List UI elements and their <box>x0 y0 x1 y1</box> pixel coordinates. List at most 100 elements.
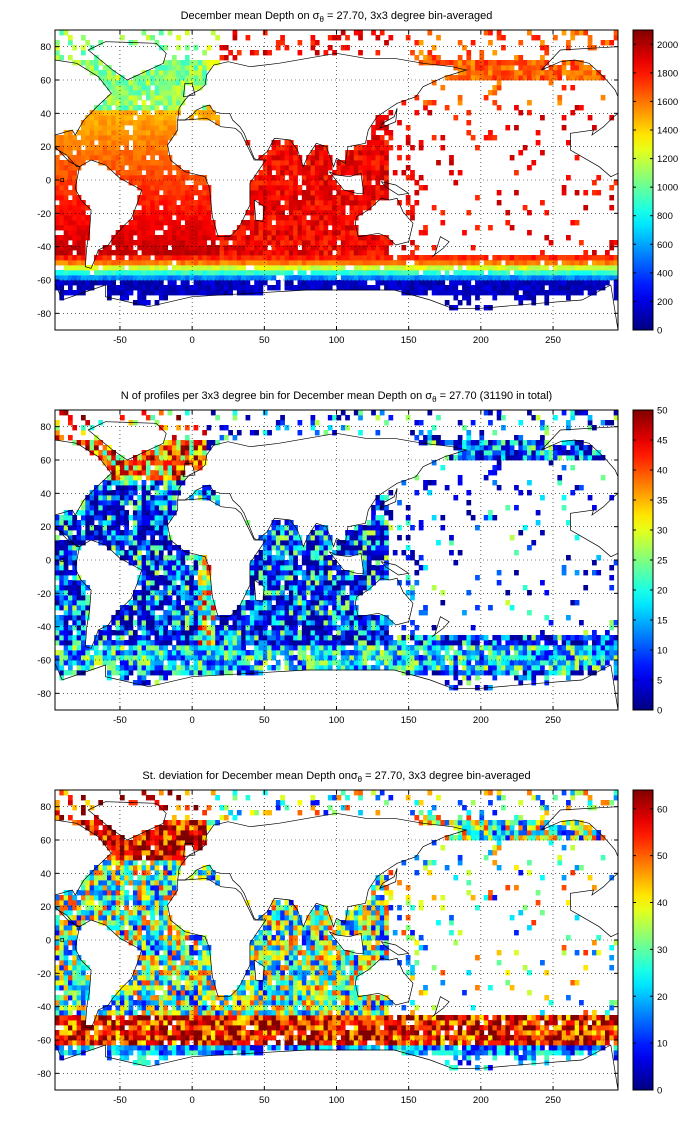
data-bin <box>76 605 82 611</box>
data-bin <box>158 160 164 166</box>
data-bin <box>154 245 160 251</box>
data-bin <box>371 260 376 266</box>
data-bin <box>319 640 324 646</box>
data-bin <box>154 100 160 106</box>
data-bin <box>167 200 173 206</box>
data-bin <box>323 245 329 251</box>
data-bin <box>167 475 173 481</box>
data-bin <box>154 620 160 626</box>
data-bin <box>444 300 450 306</box>
data-bin <box>171 600 177 606</box>
data-bin <box>150 535 156 541</box>
data-bin <box>137 500 143 506</box>
data-bin <box>288 180 294 186</box>
data-bin <box>310 40 316 46</box>
data-bin <box>297 615 303 621</box>
data-bin <box>414 275 420 281</box>
data-bin <box>249 670 255 676</box>
data-bin <box>154 495 160 501</box>
data-bin <box>323 530 329 536</box>
data-bin <box>132 135 138 141</box>
data-bin <box>197 655 203 661</box>
data-bin <box>293 185 298 191</box>
data-bin <box>427 55 433 61</box>
data-bin <box>55 665 60 671</box>
data-bin <box>163 445 168 451</box>
data-bin <box>163 585 168 591</box>
data-bin <box>180 475 186 481</box>
data-bin <box>176 565 181 571</box>
data-bin <box>171 495 177 501</box>
data-bin <box>63 160 69 166</box>
data-bin <box>340 600 346 606</box>
data-bin <box>128 255 134 261</box>
data-bin <box>197 630 203 636</box>
data-bin <box>254 245 259 251</box>
data-bin <box>141 80 147 86</box>
data-bin <box>145 580 151 586</box>
data-bin <box>93 510 99 516</box>
data-bin <box>518 150 524 156</box>
data-bin <box>141 525 147 531</box>
data-bin <box>184 45 190 51</box>
data-bin <box>124 490 130 496</box>
data-bin <box>522 145 528 151</box>
data-bin <box>158 665 164 671</box>
data-bin <box>245 655 251 661</box>
data-bin <box>323 630 329 636</box>
data-bin <box>171 500 177 506</box>
data-bin <box>59 530 65 536</box>
data-bin <box>475 225 480 231</box>
y-tick-label: 20 <box>40 142 51 153</box>
chart-title: December mean Depth on σθ = 27.70, 3x3 d… <box>181 10 493 24</box>
data-bin <box>193 555 199 561</box>
data-bin <box>418 260 424 266</box>
data-bin <box>119 610 125 616</box>
data-bin <box>63 670 69 676</box>
data-bin <box>449 285 454 291</box>
data-bin <box>267 615 272 621</box>
data-bin <box>249 665 255 671</box>
data-bin <box>410 275 415 281</box>
data-bin <box>561 190 567 196</box>
data-bin <box>431 255 437 261</box>
data-bin <box>176 170 181 176</box>
data-bin <box>80 150 86 156</box>
data-bin <box>137 540 143 546</box>
data-bin <box>566 260 571 266</box>
data-bin <box>115 520 121 526</box>
data-bin <box>171 545 177 551</box>
data-bin <box>228 645 233 651</box>
data-bin <box>184 605 190 611</box>
data-bin <box>596 260 602 266</box>
data-bin <box>180 575 186 581</box>
data-bin <box>193 600 199 606</box>
data-bin <box>137 455 143 461</box>
data-bins <box>55 30 619 311</box>
data-bin <box>561 265 567 271</box>
data-bin <box>89 515 95 521</box>
y-tick-label: -40 <box>37 242 51 253</box>
data-bin <box>167 285 173 291</box>
data-bin <box>501 280 506 286</box>
data-bin <box>55 225 60 231</box>
data-bin <box>475 65 480 71</box>
data-bin <box>310 180 316 186</box>
data-bin <box>592 285 597 291</box>
data-bin <box>345 155 350 161</box>
data-bin <box>353 230 359 236</box>
data-bin <box>145 470 151 476</box>
data-bin <box>301 210 307 216</box>
data-bin <box>215 495 220 501</box>
data-bin <box>154 505 160 511</box>
data-bin <box>158 560 164 566</box>
data-bin <box>67 35 73 41</box>
data-bin <box>98 420 104 426</box>
data-bin <box>102 660 108 666</box>
data-bin <box>93 640 99 646</box>
data-bin <box>319 625 324 631</box>
data-bin <box>544 255 550 261</box>
data-bin <box>180 195 186 201</box>
colorbar-tick-label: 800 <box>657 211 673 222</box>
data-bin <box>284 265 290 271</box>
